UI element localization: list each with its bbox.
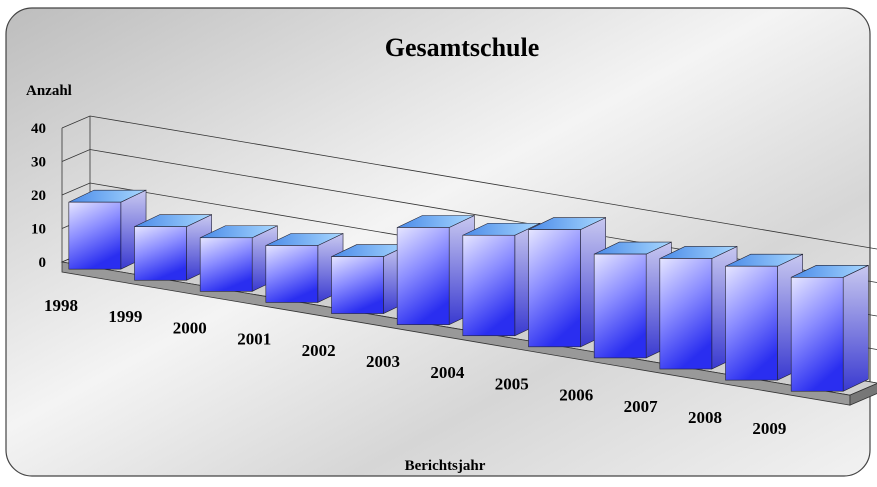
- x-tick-label: 2009: [752, 419, 786, 438]
- bar-front: [528, 229, 581, 348]
- x-tick-label: 2001: [237, 330, 271, 349]
- bar-front: [462, 234, 516, 337]
- x-tick-label: 2008: [688, 408, 722, 427]
- y-tick-label: 0: [39, 255, 47, 271]
- bar-front: [331, 256, 384, 314]
- bar-side: [842, 264, 869, 392]
- bar: [790, 264, 869, 392]
- bar-front: [790, 277, 844, 392]
- bar-front: [134, 226, 187, 281]
- bar-front: [396, 227, 450, 325]
- x-tick-label: 2004: [430, 363, 465, 382]
- bar-front: [265, 245, 319, 303]
- chart-title: Gesamtschule: [385, 33, 540, 62]
- bar: [199, 225, 278, 292]
- bar-front: [725, 265, 778, 381]
- x-tick-label: 1998: [44, 296, 78, 315]
- y-tick-label: 10: [31, 222, 46, 238]
- bar-front: [659, 258, 713, 370]
- x-tick-label: 1999: [108, 307, 142, 326]
- x-tick-label: 2005: [495, 374, 529, 393]
- x-tick-label: 2003: [366, 352, 400, 371]
- x-tick-label: 2002: [302, 341, 336, 360]
- bar: [396, 215, 475, 326]
- bar: [528, 217, 607, 348]
- bar-front: [199, 237, 253, 292]
- bar: [68, 189, 147, 270]
- x-tick-label: 2000: [173, 318, 207, 337]
- y-axis-label: Anzahl: [26, 83, 72, 99]
- x-tick-label: 2006: [559, 386, 593, 405]
- x-axis-label: Berichtsjahr: [405, 458, 486, 474]
- bar-front: [593, 253, 647, 359]
- x-tick-label: 2007: [624, 397, 659, 416]
- y-tick-label: 30: [31, 155, 46, 171]
- floor-side: [849, 383, 877, 406]
- bar-front: [68, 201, 122, 270]
- y-tick-label: 40: [31, 121, 46, 137]
- bar: [462, 222, 541, 337]
- y-tick-label: 20: [31, 188, 46, 204]
